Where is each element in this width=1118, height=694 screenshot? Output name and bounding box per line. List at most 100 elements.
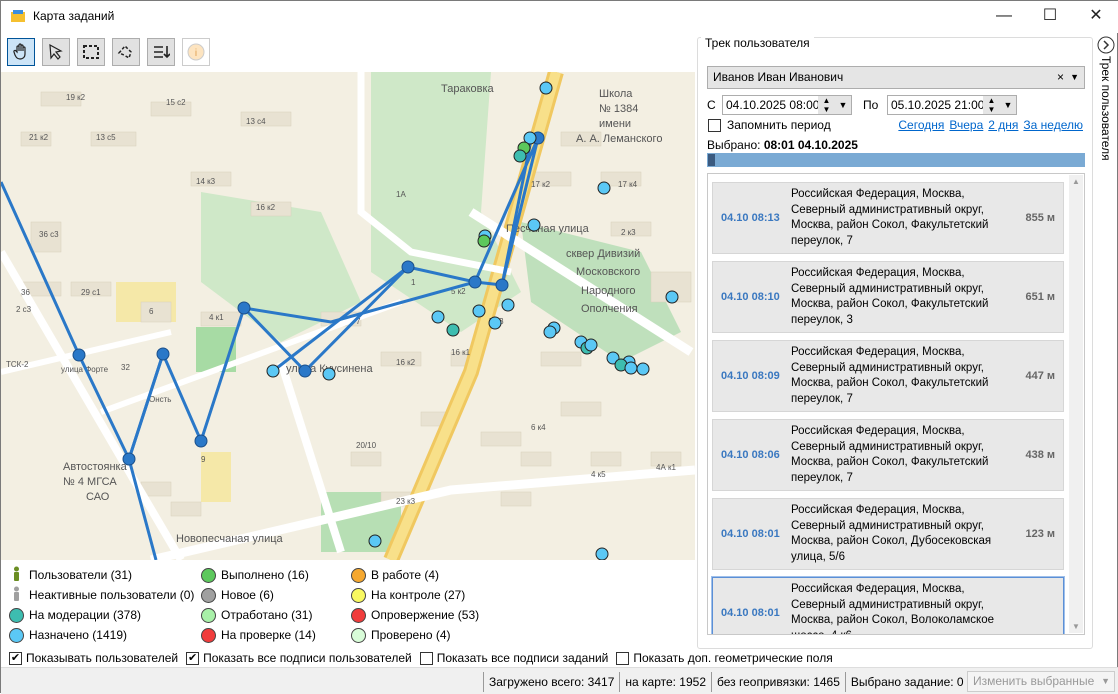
option-checkbox[interactable]: Показать все подписи заданий (419, 651, 608, 665)
track-point-item[interactable]: 04.10 08:01 Российская Федерация, Москва,… (712, 498, 1064, 570)
close-button[interactable]: ✕ (1089, 7, 1103, 24)
chevron-down-icon: ▼ (1101, 676, 1110, 686)
legend-label: Опровержение (53) (371, 608, 480, 622)
chevron-right-icon[interactable] (1096, 35, 1116, 55)
task-marker[interactable] (477, 234, 491, 248)
legend-item: Проверено (4) (351, 626, 451, 644)
change-selected-dropdown[interactable]: Изменить выбранные ▼ (967, 671, 1115, 692)
item-address: Российская Федерация, Москва, Северный а… (791, 425, 989, 484)
map-label: 6 к4 (531, 423, 546, 432)
item-time: 04.10 08:01 (721, 607, 780, 619)
map-label: Ополчения (581, 303, 638, 315)
task-marker[interactable] (523, 131, 537, 145)
task-marker[interactable] (446, 323, 460, 337)
option-checkbox[interactable]: ✔ Показывать пользователей (9, 651, 178, 665)
task-marker[interactable] (527, 218, 541, 232)
minimize-button[interactable]: — (996, 7, 1012, 24)
item-distance: 438 м (1025, 449, 1055, 461)
task-marker[interactable] (513, 149, 527, 163)
track-point-item[interactable]: 04.10 08:13 Российская Федерация, Москва,… (712, 182, 1064, 254)
track-line (243, 280, 476, 324)
slider-thumb[interactable] (708, 154, 715, 166)
track-point-item[interactable]: 04.10 08:09 Российская Федерация, Москва,… (712, 340, 1064, 412)
map-label: № 1384 (599, 103, 638, 115)
option-checkbox[interactable]: Показать доп. геометрические поля (616, 651, 833, 665)
task-marker[interactable] (597, 181, 611, 195)
status-dot-icon (201, 607, 216, 623)
calendar-dropdown-icon[interactable]: ▼ (1000, 96, 1016, 114)
legend-item: Неактивные пользователи (0) (9, 586, 194, 604)
maximize-button[interactable]: ☐ (1042, 7, 1058, 24)
task-marker[interactable] (431, 310, 445, 324)
pan-tool-button[interactable] (7, 38, 35, 66)
checkbox[interactable]: ✔ (186, 651, 200, 665)
track-point-item[interactable]: 04.10 08:06 Российская Федерация, Москва,… (712, 419, 1064, 491)
task-marker[interactable] (368, 534, 382, 548)
select-tool-button[interactable] (42, 38, 70, 66)
task-marker[interactable] (636, 362, 650, 376)
item-time: 04.10 08:06 (721, 449, 780, 461)
link-2-days[interactable]: 2 дня (988, 118, 1019, 132)
task-marker[interactable] (584, 338, 598, 352)
task-marker[interactable] (488, 316, 502, 330)
map-label: Школа (599, 88, 633, 100)
checkbox[interactable]: ✔ (9, 651, 22, 665)
track-point-item[interactable]: 04.10 08:10 Российская Федерация, Москва,… (712, 261, 1064, 333)
task-marker[interactable] (501, 298, 515, 312)
item-distance: 855 м (1025, 212, 1055, 224)
remember-period-checkbox[interactable]: Запомнить период (708, 118, 831, 132)
link-week[interactable]: За неделю (1023, 118, 1083, 132)
link-yesterday[interactable]: Вчера (949, 118, 984, 132)
calendar-dropdown-icon[interactable]: ▼ (835, 96, 851, 114)
link-today[interactable]: Сегодня (898, 118, 945, 132)
lasso-select-button[interactable] (112, 38, 140, 66)
task-marker[interactable] (322, 367, 336, 381)
window-title: Карта заданий (33, 9, 115, 23)
checkbox[interactable] (419, 651, 433, 665)
legend-label: На контроле (27) (371, 588, 466, 602)
user-select[interactable]: Иванов Иван Иванович × ▼ (707, 66, 1085, 89)
checkbox[interactable] (708, 118, 721, 132)
status-items: Загружено всего: 3417 на карте: 1952 без… (483, 672, 969, 692)
chevron-down-icon[interactable]: ▼ (1070, 72, 1079, 82)
map-label: 4 к1 (209, 313, 224, 322)
time-slider[interactable] (707, 153, 1085, 167)
status-dot-icon (351, 607, 366, 623)
map-label: 14 к3 (196, 177, 216, 186)
track-point (72, 348, 86, 362)
status-dot-icon (9, 627, 24, 643)
from-datetime[interactable]: 04.10.2025 08:00 ▲ ▼ ▼ (722, 95, 852, 115)
rect-select-button[interactable] (77, 38, 105, 66)
task-marker[interactable] (543, 325, 557, 339)
list-scrollbar[interactable]: ▲ ▼ (1069, 175, 1083, 633)
map-view[interactable]: Школа № 1384 имени А. А. Леманского Песчаная… (1, 72, 695, 560)
checkbox[interactable] (616, 651, 630, 665)
item-distance: 651 м (1025, 291, 1055, 303)
map-label: 1А (396, 190, 406, 199)
task-marker[interactable] (539, 81, 553, 95)
item-time: 04.10 08:01 (721, 528, 780, 540)
legend-item: Опровержение (53) (351, 606, 479, 624)
map-label: 1 (411, 278, 416, 287)
sort-button[interactable] (147, 38, 175, 66)
task-marker[interactable] (665, 290, 679, 304)
option-checkbox[interactable]: ✔ Показать все подписи пользователей (186, 651, 412, 665)
spin-icon[interactable]: ▲ ▼ (818, 96, 835, 114)
change-selected-label: Изменить выбранные (973, 674, 1095, 688)
task-marker[interactable] (472, 304, 486, 318)
track-side-tab[interactable] (1095, 33, 1117, 233)
track-point-item[interactable]: 04.10 08:01 Российская Федерация, Москва,… (711, 576, 1065, 634)
task-marker[interactable] (595, 547, 609, 560)
task-marker[interactable] (624, 361, 638, 375)
map-label: имени (599, 118, 631, 130)
clear-icon[interactable]: × (1056, 70, 1064, 84)
task-marker[interactable] (266, 364, 280, 378)
map-label: Народного (581, 285, 636, 297)
spin-icon[interactable]: ▲ ▼ (983, 96, 1000, 114)
legend-label: Неактивные пользователи (0) (29, 588, 195, 602)
map-label: 19 к2 (66, 93, 86, 102)
to-datetime[interactable]: 05.10.2025 21:00 ▲ ▼ ▼ (887, 95, 1017, 115)
map-label: Онсть (149, 395, 171, 404)
person-icon (9, 586, 24, 605)
info-button[interactable]: i (182, 38, 210, 66)
